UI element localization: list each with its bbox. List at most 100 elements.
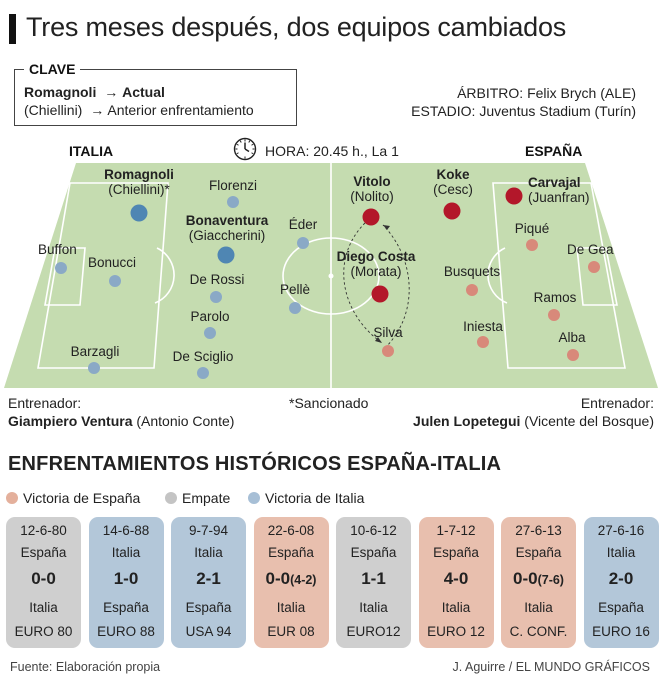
- coach-italy-current: Giampiero Ventura: [8, 413, 133, 429]
- player-previous: (Juanfran): [528, 190, 590, 205]
- legend-label: Empate: [182, 490, 231, 506]
- player-vitolo: Vitolo (Nolito): [350, 174, 394, 204]
- player-parolo: Parolo: [190, 309, 229, 324]
- team-label-spain: ESPAÑA: [525, 143, 583, 159]
- player-diegocosta: Diego Costa (Morata): [337, 249, 416, 279]
- match-score: 1-1: [336, 569, 411, 589]
- legend-dot: [6, 492, 18, 504]
- player-marker: [217, 246, 235, 264]
- match-date: 27-6-13: [515, 523, 562, 538]
- match-home-team: Italia: [606, 545, 636, 560]
- player-marker: [227, 196, 239, 208]
- legend-label: Victoria de Italia: [265, 490, 365, 506]
- match-score: 2-1: [171, 569, 246, 589]
- player-name: Éder: [288, 217, 318, 232]
- page-title: Tres meses después, dos equipos cambiado…: [26, 12, 567, 42]
- match-competition: EURO 80: [14, 624, 73, 639]
- player-marker: [371, 285, 389, 303]
- clock-icon: [233, 137, 257, 161]
- key-label: CLAVE: [24, 61, 81, 77]
- key-current-row: Romagnoli → Actual: [24, 84, 165, 100]
- match-date: 9-7-94: [188, 523, 229, 538]
- player-name: Carvajal: [528, 175, 581, 190]
- player-marker: [526, 239, 538, 251]
- player-marker: [362, 208, 380, 226]
- arrow-icon: →: [104, 84, 119, 100]
- coach-spain-current: Julen Lopetegui: [413, 413, 521, 429]
- football-pitch: [4, 163, 658, 388]
- match-date: 10-6-12: [350, 523, 397, 538]
- player-previous: (Morata): [350, 264, 402, 279]
- match-date: 14-6-88: [102, 523, 150, 538]
- player-previous: (Cesc): [433, 182, 473, 197]
- player-marker: [466, 284, 478, 296]
- legend-spain-win: Victoria de España: [6, 490, 140, 506]
- player-marker: [130, 204, 148, 222]
- player-pique: Piqué: [515, 221, 550, 236]
- player-romagnoli: Romagnoli (Chiellini)*: [104, 167, 174, 197]
- player-name: Piqué: [514, 221, 550, 236]
- score-value: 2-1: [196, 569, 221, 588]
- player-name: Busquets: [443, 264, 501, 279]
- match-home-team: España: [20, 545, 67, 560]
- legend-dot: [248, 492, 260, 504]
- match-competition: EURO 16: [592, 624, 650, 639]
- match-competition: EURO 12: [427, 624, 485, 639]
- match-score: 1-0: [89, 569, 164, 589]
- credit-note: J. Aguirre / EL MUNDO GRÁFICOS: [452, 660, 651, 674]
- match-home-team: España: [268, 545, 314, 560]
- match-card: 27-6-16 Italia 2-0 España EURO 16: [583, 517, 659, 648]
- match-card: 12-6-80 España 0-0 Italia EURO 80: [6, 517, 81, 648]
- player-buffon: Buffon: [38, 242, 77, 257]
- match-card: 10-6-12 España 1-1 Italia EURO12: [336, 517, 411, 648]
- match-away-team: Italia: [441, 600, 471, 615]
- match-away-team: España: [598, 600, 644, 615]
- match-competition: EURO 88: [97, 624, 155, 639]
- match-competition: EURO12: [346, 624, 401, 639]
- match-competition: USA 94: [185, 624, 232, 639]
- player-marker: [210, 291, 222, 303]
- score-value: 4-0: [443, 569, 469, 588]
- player-koke: Koke (Cesc): [433, 167, 473, 197]
- player-florenzi: Florenzi: [209, 178, 257, 193]
- score-value: 0-0: [513, 569, 538, 588]
- score-value: 0-0: [265, 569, 291, 588]
- player-marker: [443, 202, 461, 220]
- match-score: 0-0(7-6): [501, 569, 576, 589]
- player-silva: Silva: [373, 325, 402, 340]
- player-marker: [55, 262, 67, 274]
- coach-italy: Entrenador: Giampiero Ventura (Antonio C…: [8, 394, 234, 430]
- match-home-team: Italia: [111, 545, 141, 560]
- player-name: Alba: [558, 330, 586, 345]
- player-name: De Rossi: [189, 272, 245, 287]
- player-name: Diego Costa: [336, 249, 416, 264]
- match-score: 0-0: [6, 569, 81, 589]
- match-card: 22-6-08 España 0-0(4-2) Italia EUR 08: [253, 517, 329, 648]
- legend-italy-win: Victoria de Italia: [248, 490, 364, 506]
- player-name: Barzagli: [70, 344, 120, 359]
- match-away-team: España: [103, 600, 149, 615]
- match-home-team: España: [433, 545, 479, 560]
- coach-spain: Entrenador: Julen Lopetegui (Vicente del…: [413, 394, 654, 430]
- key-previous-text: Anterior enfrentamiento: [107, 102, 254, 118]
- player-name: Buffon: [38, 242, 77, 257]
- score-value: 2-0: [608, 569, 634, 588]
- match-home-team: España: [350, 545, 397, 560]
- player-name: Bonucci: [88, 255, 137, 270]
- match-date: 12-6-80: [20, 523, 67, 538]
- player-marker: [567, 349, 579, 361]
- match-card: 27-6-13 España 0-0(7-6) Italia C. CONF.: [501, 517, 576, 648]
- match-home-team: España: [515, 545, 562, 560]
- player-marker: [289, 302, 301, 314]
- player-previous: (Chiellini)*: [108, 182, 170, 197]
- player-marker: [109, 275, 121, 287]
- history-title: ENFRENTAMIENTOS HISTÓRICOS ESPAÑA-ITALIA: [8, 453, 502, 475]
- player-name: Parolo: [190, 309, 230, 324]
- player-degea: De Gea: [567, 242, 614, 257]
- match-away-team: España: [185, 600, 232, 615]
- player-alba: Alba: [558, 330, 585, 345]
- coach-spain-previous: (Vicente del Bosque): [524, 413, 654, 429]
- player-marker: [505, 187, 523, 205]
- key-current-text: Actual: [122, 84, 165, 100]
- player-iniesta: Iniesta: [463, 319, 503, 334]
